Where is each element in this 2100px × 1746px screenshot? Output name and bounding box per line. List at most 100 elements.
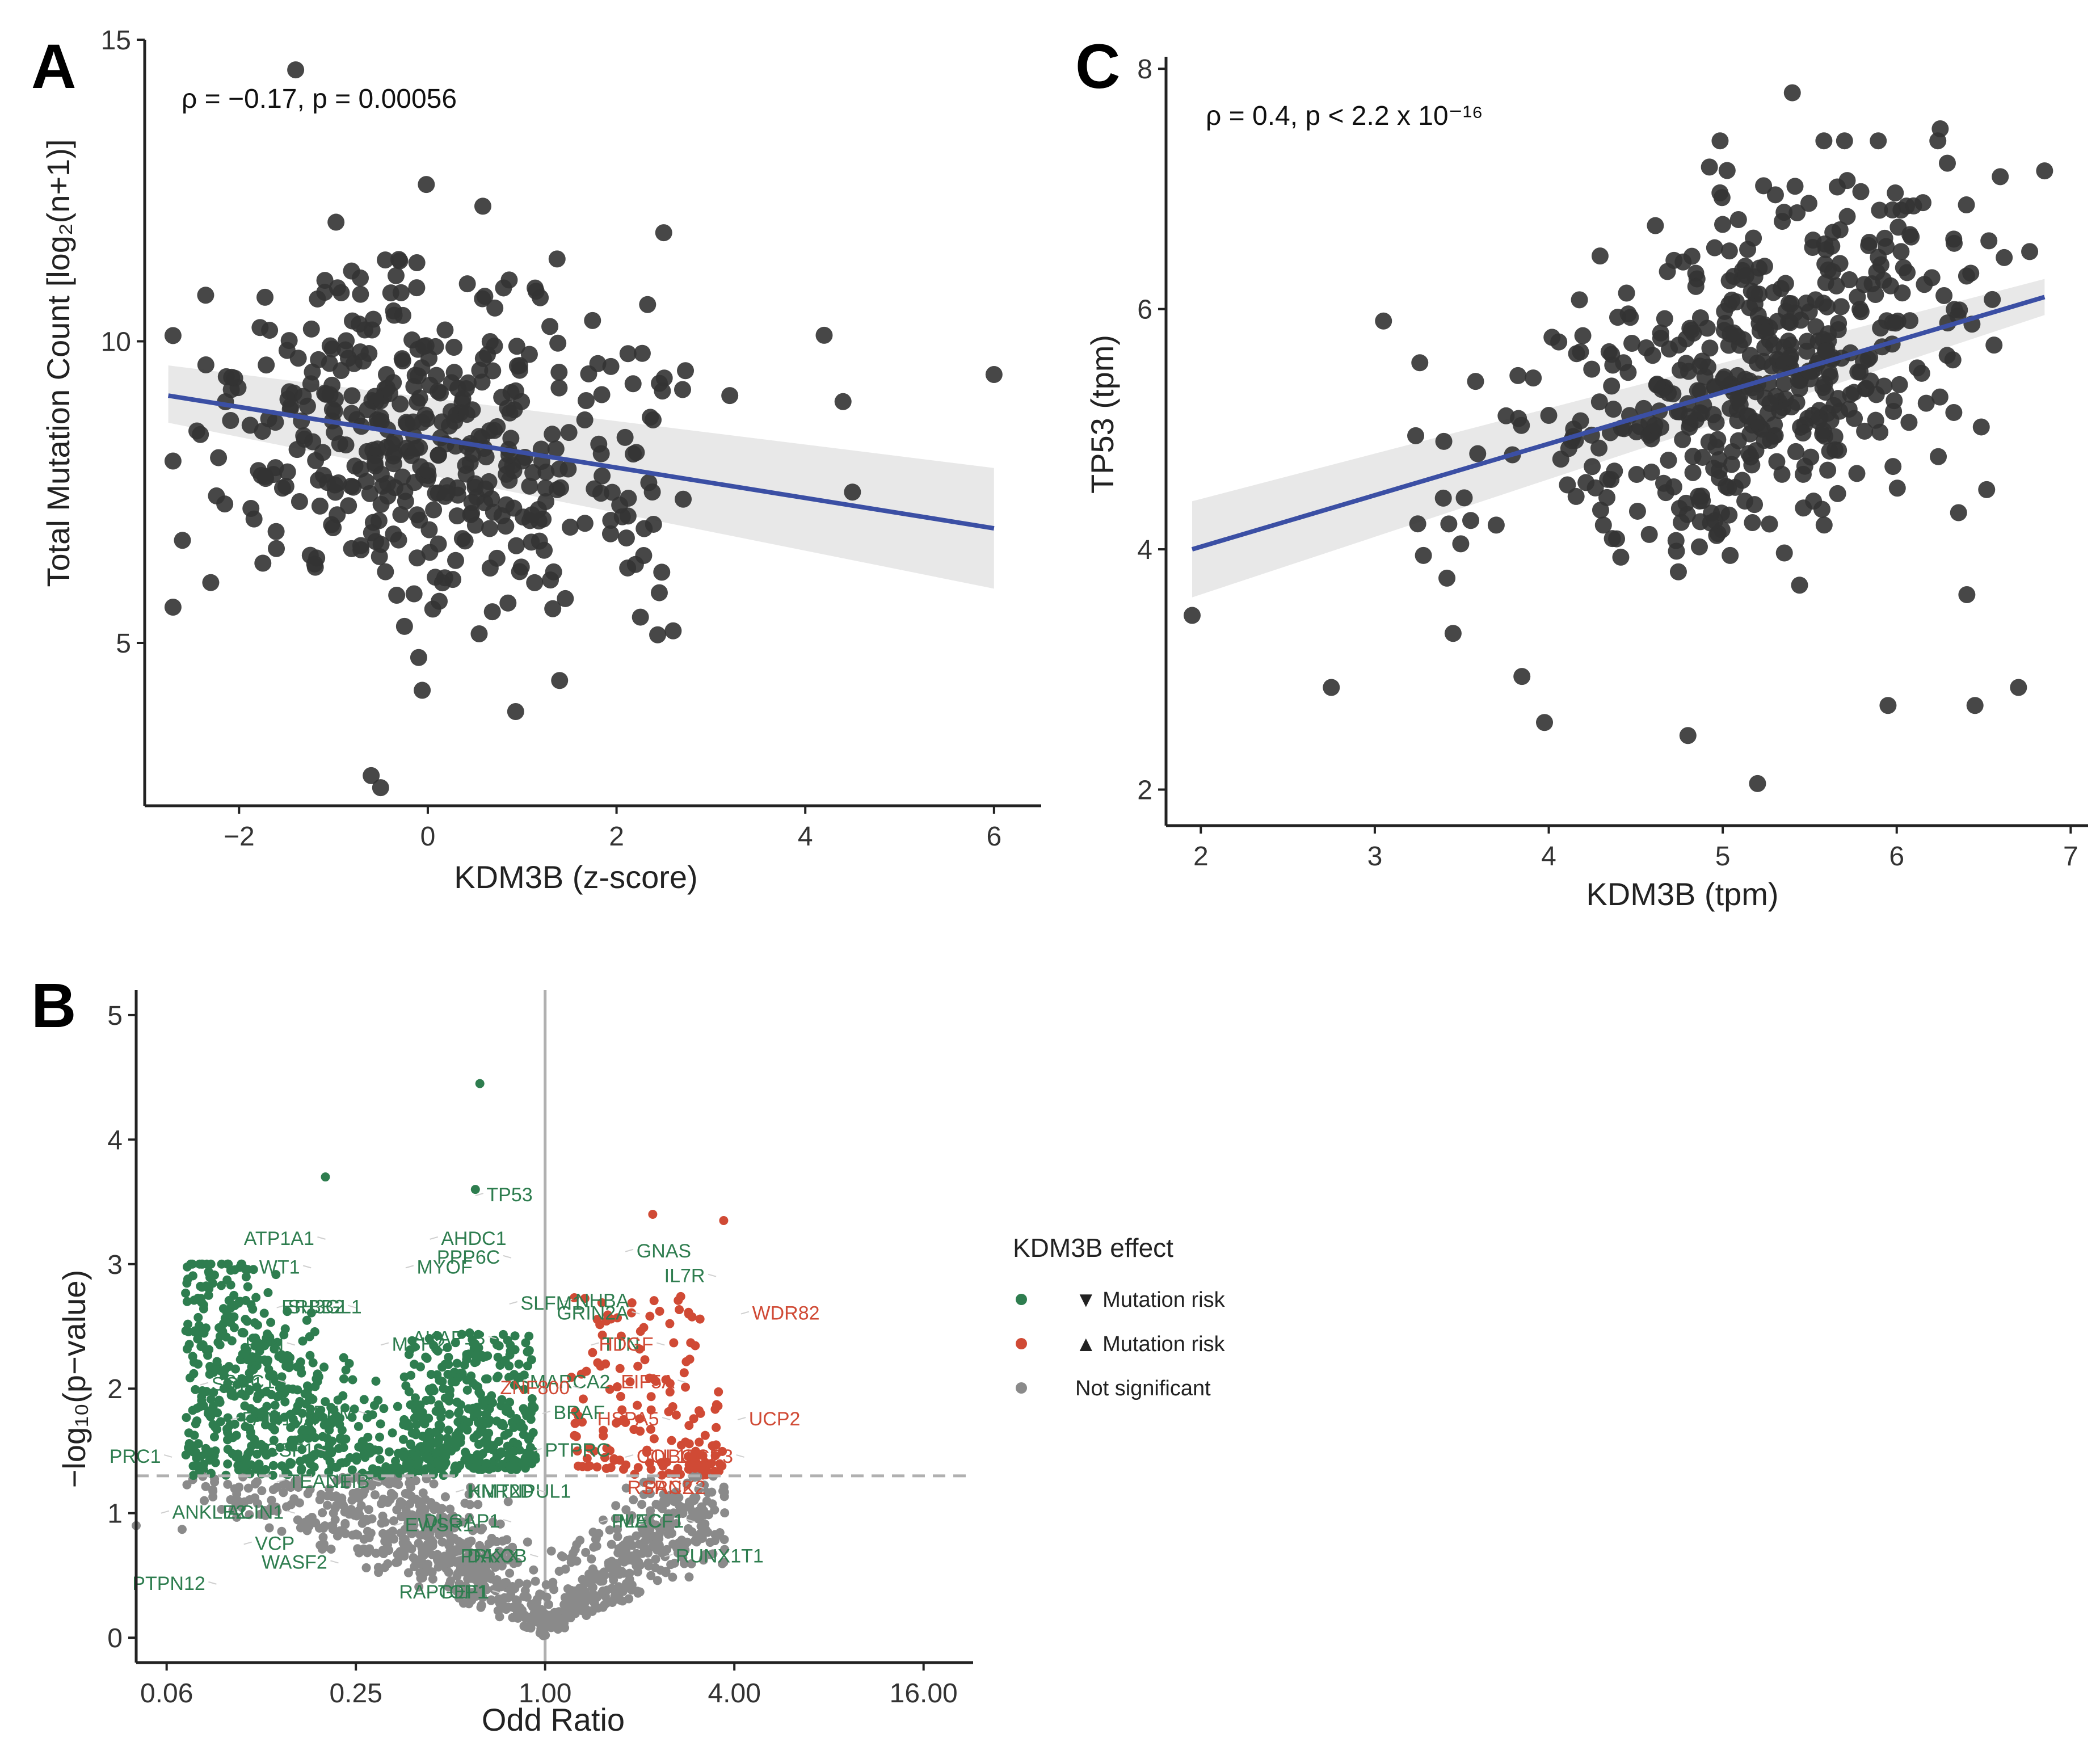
data-point-c (1674, 253, 1692, 271)
y-axis-title-c: TP53 (tpm) (1084, 335, 1120, 494)
gene-label-leader (163, 1454, 172, 1458)
gene-point (414, 1497, 424, 1507)
data-point-a (529, 501, 547, 519)
gene-point (186, 1259, 196, 1269)
gene-point (229, 1312, 239, 1322)
data-point-a (537, 463, 555, 481)
data-point-c (1667, 532, 1685, 549)
gene-point (498, 1419, 507, 1428)
data-point-a (625, 445, 642, 463)
gene-point (424, 1514, 434, 1524)
gene-point (245, 1510, 254, 1520)
data-point-c (1945, 234, 1963, 252)
gene-point (474, 1553, 484, 1562)
gene-label-daxx: DAXX (467, 1545, 520, 1567)
gene-point (270, 1415, 279, 1424)
gene-point (626, 1308, 636, 1318)
data-point-c (1851, 300, 1869, 318)
gene-point (524, 1613, 533, 1623)
data-point-c (1375, 312, 1392, 330)
data-point-a (644, 411, 662, 428)
gene-point (457, 1330, 466, 1339)
gene-point (516, 1422, 525, 1432)
data-point-a (458, 406, 475, 423)
data-point-c (1887, 184, 1904, 202)
gene-point (645, 1458, 654, 1468)
data-point-c (1816, 255, 1834, 273)
data-point-c (1701, 158, 1718, 176)
data-point-a (394, 306, 411, 324)
gene-label-col11a1: COL11A1 (637, 1446, 720, 1467)
gene-point (189, 1357, 199, 1367)
data-point-c (1775, 544, 1793, 562)
gene-label-ankle2: ANKLE2 (172, 1502, 246, 1524)
gene-point (227, 1387, 237, 1397)
gene-point (452, 1358, 462, 1368)
gene-point (357, 1444, 367, 1453)
gene-point (246, 1300, 256, 1310)
gene-point (275, 1442, 285, 1452)
gene-point (695, 1450, 704, 1460)
gene-label-runx1t1: RUNX1T1 (676, 1545, 764, 1567)
data-point-a (589, 355, 607, 372)
gene-point (611, 1514, 620, 1524)
legend-swatch-not-significant (1016, 1382, 1027, 1394)
gene-point (614, 1543, 624, 1553)
data-point-a (526, 574, 544, 591)
x-tick-label-b: 4.00 (708, 1678, 760, 1709)
gene-point (371, 1377, 381, 1386)
data-point-c (1826, 441, 1844, 458)
data-point-a (471, 361, 489, 379)
data-point-c (1440, 515, 1458, 533)
gene-point (432, 1550, 442, 1559)
gene-point (332, 1462, 342, 1472)
gene-label-wt1: WT1 (259, 1256, 300, 1278)
gene-point (570, 1293, 579, 1303)
gene-point (460, 1565, 470, 1575)
gene-point (640, 1355, 650, 1365)
gene-point (708, 1549, 718, 1559)
gene-point (426, 1395, 436, 1404)
gene-point (184, 1443, 193, 1453)
y-tick-label-b: 3 (107, 1250, 123, 1280)
data-point-c (1884, 201, 1901, 218)
gene-point (583, 1462, 592, 1472)
data-point-c (1946, 301, 1963, 318)
gene-point (223, 1378, 233, 1388)
data-point-c (1513, 668, 1531, 685)
gene-point (430, 1428, 440, 1437)
gene-point (668, 1539, 678, 1549)
gene-point (434, 1438, 443, 1448)
gene-point (633, 1361, 643, 1371)
gene-point (588, 1348, 597, 1357)
y-tick-label-c: 6 (1137, 295, 1152, 325)
data-point-a (470, 428, 488, 445)
data-point-c (1783, 84, 1801, 102)
gene-point (492, 1373, 502, 1383)
gene-point (703, 1488, 713, 1497)
gene-point (557, 1551, 566, 1561)
data-point-c (1684, 464, 1702, 481)
gene-label-leader (278, 1379, 287, 1383)
data-point-c (1684, 448, 1702, 465)
gene-point (250, 1318, 259, 1328)
data-point-a (388, 587, 406, 604)
gene-point (512, 1414, 521, 1424)
gene-point (215, 1398, 225, 1407)
gene-point (333, 1531, 342, 1541)
gene-point (701, 1525, 711, 1535)
gene-label-leader (708, 1273, 717, 1277)
gene-point (422, 1566, 431, 1576)
legend: KDM3B effect ▼ Mutation risk ▲ Mutation … (1013, 1233, 1226, 1400)
data-point-c (1716, 368, 1733, 386)
data-point-c (1434, 489, 1452, 507)
gene-point (441, 1559, 451, 1568)
data-point-a (408, 254, 426, 271)
gene-point (387, 1463, 397, 1473)
x-tick-label-c: 4 (1541, 842, 1556, 872)
data-point-a (481, 333, 499, 351)
data-point-a (323, 401, 341, 418)
data-point-c (1628, 502, 1646, 520)
data-point-c (1717, 478, 1735, 495)
